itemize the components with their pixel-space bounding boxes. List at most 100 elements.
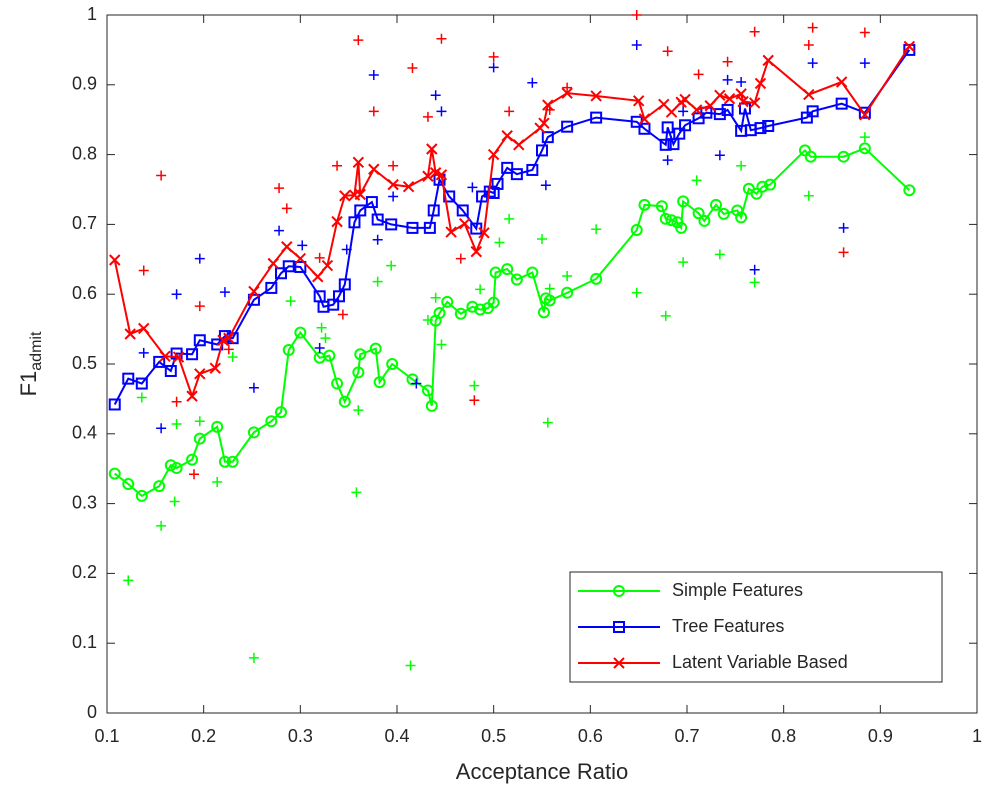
line-marker (339, 190, 351, 202)
line-marker (466, 300, 479, 313)
scatter-point (138, 347, 149, 358)
legend-label: Tree Features (672, 616, 784, 636)
scatter-point (320, 333, 331, 344)
line-marker (368, 163, 380, 175)
scatter-point (436, 106, 447, 117)
line-marker (538, 117, 550, 129)
line-marker (282, 260, 295, 273)
line-marker (331, 215, 343, 228)
line-marker (338, 278, 351, 291)
scatter-point (138, 265, 149, 276)
line-marker (748, 97, 761, 109)
scatter-point (194, 253, 205, 264)
line-marker (762, 119, 775, 132)
line-marker (186, 390, 198, 402)
scatter-point (248, 652, 259, 663)
y-axis-label-main: F1 (16, 371, 41, 397)
line-marker (426, 143, 438, 155)
line-marker (348, 216, 361, 229)
line-marker (138, 322, 150, 335)
scatter-point (838, 247, 849, 258)
line-marker (223, 332, 235, 344)
series-line (114, 147, 911, 498)
line-marker (108, 467, 121, 480)
line-marker (721, 103, 734, 116)
legend-label: Latent Variable Based (672, 652, 848, 672)
scatter-point (169, 496, 180, 507)
line-marker (386, 358, 399, 370)
scatter-point (722, 74, 733, 85)
scatter-point (337, 309, 348, 320)
line-marker (265, 415, 278, 428)
scatter-point (436, 33, 447, 44)
line-marker (630, 223, 643, 236)
scatter-point (693, 69, 704, 80)
line-marker (561, 87, 573, 99)
scatter-point (736, 160, 747, 171)
line-marker (526, 163, 539, 176)
line-marker (164, 364, 177, 377)
legend-marker (613, 585, 625, 597)
line-marker (659, 138, 672, 151)
line-marker (124, 328, 136, 340)
line-marker (510, 273, 523, 286)
scatter-point (388, 191, 399, 202)
scatter-point (467, 182, 478, 193)
line-marker (267, 257, 279, 270)
line-marker (193, 334, 206, 347)
scatter-point (542, 417, 553, 428)
line-marker (135, 377, 148, 390)
line-marker (186, 348, 199, 361)
scatter-point (678, 106, 689, 117)
x-tick-label: 0.2 (191, 726, 216, 746)
scatter-point (662, 155, 673, 166)
line-marker (402, 181, 415, 193)
scatter-point (562, 82, 573, 93)
line-marker (714, 89, 726, 101)
legend-label: Simple Features (672, 580, 803, 600)
line-marker (294, 252, 307, 265)
line-marker (352, 156, 365, 168)
line-marker (501, 130, 513, 142)
line-marker (478, 227, 490, 239)
legend-marker (613, 657, 625, 669)
line-marker (312, 271, 324, 283)
legend-marker (613, 621, 625, 633)
line-marker (445, 226, 457, 238)
x-tick-label: 0.8 (771, 726, 796, 746)
scatter-point (455, 253, 466, 264)
line-marker (717, 207, 730, 220)
x-tick-label: 1 (972, 726, 982, 746)
scatter-point (368, 106, 379, 117)
line-marker (513, 139, 525, 151)
scatter-point (189, 469, 199, 480)
line-marker (354, 204, 367, 217)
line-marker (859, 109, 871, 121)
y-tick-label: 0.7 (72, 213, 97, 233)
line-marker (491, 177, 504, 190)
line-marker (365, 196, 378, 209)
line-marker (762, 54, 774, 67)
line-marker (422, 170, 434, 182)
line-marker (541, 131, 554, 144)
line-marker (170, 462, 183, 475)
x-tick-label: 0.6 (578, 726, 603, 746)
line-marker (441, 295, 454, 308)
scatter-point (386, 260, 397, 271)
line-marker (510, 168, 523, 181)
scatter-point (714, 249, 725, 260)
line-marker (804, 150, 817, 163)
y-tick-label: 0.4 (72, 423, 97, 443)
line-marker (265, 281, 278, 294)
scatter-point (156, 423, 167, 434)
scatter-point (314, 252, 325, 263)
line-marker (387, 178, 399, 191)
line-marker (692, 207, 705, 220)
line-marker (122, 478, 135, 491)
x-tick-label: 0.3 (288, 726, 313, 746)
scatter-point (353, 405, 364, 416)
line-marker (108, 398, 121, 411)
line-marker (323, 349, 336, 362)
line-marker (754, 77, 767, 90)
line-marker (369, 342, 382, 355)
